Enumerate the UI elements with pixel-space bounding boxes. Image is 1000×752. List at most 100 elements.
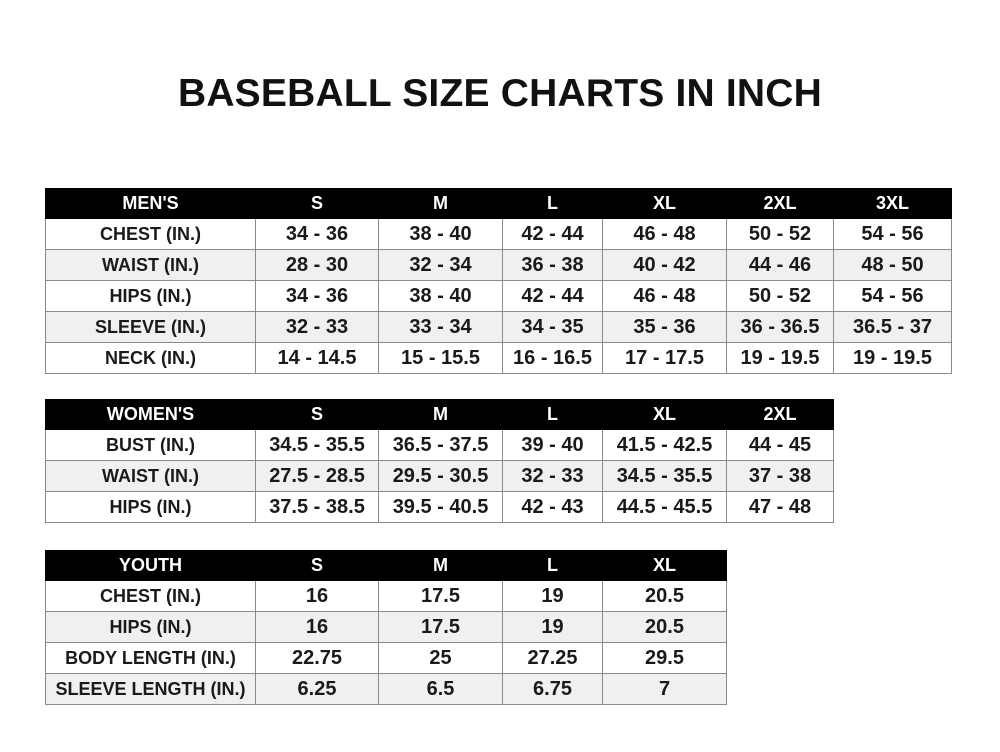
size-value-cell: 22.75 (255, 642, 379, 674)
size-value-cell: 38 - 40 (378, 218, 503, 250)
size-value-cell: 46 - 48 (602, 218, 727, 250)
size-header: 3XL (833, 188, 952, 219)
header-row: YOUTH S M L XL (45, 550, 727, 581)
size-value-cell: 34 - 36 (255, 280, 379, 312)
size-value-cell: 29.5 (602, 642, 727, 674)
size-value-cell: 54 - 56 (833, 218, 952, 250)
size-header: M (378, 399, 503, 430)
size-value-cell: 36.5 - 37.5 (378, 429, 503, 461)
size-value-cell: 19 (502, 611, 603, 643)
size-value-cell: 34.5 - 35.5 (602, 460, 727, 492)
table-row: HIPS (IN.) 37.5 - 38.5 39.5 - 40.5 42 - 43 4… (45, 491, 834, 523)
table-row: WAIST (IN.) 27.5 - 28.5 29.5 - 30.5 32 - 33… (45, 460, 834, 492)
measurement-label: CHEST (IN.) (45, 218, 256, 250)
size-value-cell: 36.5 - 37 (833, 311, 952, 343)
size-value-cell: 36 - 38 (502, 249, 603, 281)
measurement-label: BODY LENGTH (IN.) (45, 642, 256, 674)
size-value-cell: 42 - 44 (502, 218, 603, 250)
table-row: NECK (IN.) 14 - 14.5 15 - 15.5 16 - 16.5 17 … (45, 342, 952, 374)
womens-size-table: WOMEN'S S M L XL 2XL BUST (IN.) 34.5 - 35.5 36.5… (45, 399, 834, 523)
size-value-cell: 16 - 16.5 (502, 342, 603, 374)
measurement-label: HIPS (IN.) (45, 280, 256, 312)
size-value-cell: 19 - 19.5 (833, 342, 952, 374)
table-row: SLEEVE (IN.) 32 - 33 33 - 34 34 - 35 35 - 36… (45, 311, 952, 343)
size-value-cell: 34 - 35 (502, 311, 603, 343)
measurement-label: HIPS (IN.) (45, 611, 256, 643)
size-value-cell: 20.5 (602, 611, 727, 643)
size-value-cell: 37 - 38 (726, 460, 834, 492)
size-value-cell: 34.5 - 35.5 (255, 429, 379, 461)
size-value-cell: 50 - 52 (726, 280, 834, 312)
category-header: MEN'S (45, 188, 256, 219)
table-row: SLEEVE LENGTH (IN.) 6.25 6.5 6.75 7 (45, 673, 727, 705)
measurement-label: SLEEVE LENGTH (IN.) (45, 673, 256, 705)
size-value-cell: 7 (602, 673, 727, 705)
measurement-label: SLEEVE (IN.) (45, 311, 256, 343)
size-header: XL (602, 399, 727, 430)
measurement-label: BUST (IN.) (45, 429, 256, 461)
size-value-cell: 32 - 33 (255, 311, 379, 343)
size-value-cell: 41.5 - 42.5 (602, 429, 727, 461)
size-header: M (378, 188, 503, 219)
size-value-cell: 38 - 40 (378, 280, 503, 312)
youth-size-table: YOUTH S M L XL CHEST (IN.) 16 17.5 19 20.5 HIPS (I… (45, 550, 727, 705)
category-header: YOUTH (45, 550, 256, 581)
size-value-cell: 6.75 (502, 673, 603, 705)
size-header: XL (602, 188, 727, 219)
size-value-cell: 42 - 43 (502, 491, 603, 523)
size-value-cell: 27.25 (502, 642, 603, 674)
size-value-cell: 27.5 - 28.5 (255, 460, 379, 492)
size-value-cell: 54 - 56 (833, 280, 952, 312)
table-row: CHEST (IN.) 34 - 36 38 - 40 42 - 44 46 - 48 5… (45, 218, 952, 250)
size-value-cell: 19 (502, 580, 603, 612)
size-value-cell: 6.5 (378, 673, 503, 705)
size-header: 2XL (726, 188, 834, 219)
size-value-cell: 44 - 45 (726, 429, 834, 461)
table-row: HIPS (IN.) 34 - 36 38 - 40 42 - 44 46 - 48 50… (45, 280, 952, 312)
size-value-cell: 28 - 30 (255, 249, 379, 281)
size-value-cell: 46 - 48 (602, 280, 727, 312)
size-header: M (378, 550, 503, 581)
size-value-cell: 39 - 40 (502, 429, 603, 461)
size-value-cell: 40 - 42 (602, 249, 727, 281)
size-header: S (255, 399, 379, 430)
measurement-label: HIPS (IN.) (45, 491, 256, 523)
size-value-cell: 39.5 - 40.5 (378, 491, 503, 523)
size-value-cell: 20.5 (602, 580, 727, 612)
size-value-cell: 32 - 33 (502, 460, 603, 492)
size-value-cell: 34 - 36 (255, 218, 379, 250)
size-header: XL (602, 550, 727, 581)
size-header: S (255, 550, 379, 581)
size-value-cell: 36 - 36.5 (726, 311, 834, 343)
size-header: 2XL (726, 399, 834, 430)
size-value-cell: 32 - 34 (378, 249, 503, 281)
measurement-label: CHEST (IN.) (45, 580, 256, 612)
size-header: L (502, 550, 603, 581)
header-row: WOMEN'S S M L XL 2XL (45, 399, 834, 430)
size-value-cell: 44 - 46 (726, 249, 834, 281)
size-value-cell: 6.25 (255, 673, 379, 705)
table-row: WAIST (IN.) 28 - 30 32 - 34 36 - 38 40 - 42 4… (45, 249, 952, 281)
measurement-label: WAIST (IN.) (45, 460, 256, 492)
size-value-cell: 16 (255, 580, 379, 612)
size-value-cell: 48 - 50 (833, 249, 952, 281)
size-value-cell: 42 - 44 (502, 280, 603, 312)
page-title: BASEBALL SIZE CHARTS IN INCH (177, 72, 823, 115)
size-value-cell: 19 - 19.5 (726, 342, 834, 374)
size-value-cell: 35 - 36 (602, 311, 727, 343)
size-header: L (502, 188, 603, 219)
size-value-cell: 29.5 - 30.5 (378, 460, 503, 492)
table-row: BUST (IN.) 34.5 - 35.5 36.5 - 37.5 39 - 40 4… (45, 429, 834, 461)
measurement-label: WAIST (IN.) (45, 249, 256, 281)
measurement-label: NECK (IN.) (45, 342, 256, 374)
mens-size-table: MEN'S S M L XL 2XL 3XL CHEST (IN.) 34 - 36 38 - 4… (45, 188, 952, 374)
size-value-cell: 14 - 14.5 (255, 342, 379, 374)
size-value-cell: 17.5 (378, 611, 503, 643)
size-value-cell: 37.5 - 38.5 (255, 491, 379, 523)
size-value-cell: 33 - 34 (378, 311, 503, 343)
table-row: CHEST (IN.) 16 17.5 19 20.5 (45, 580, 727, 612)
table-row: BODY LENGTH (IN.) 22.75 25 27.25 29.5 (45, 642, 727, 674)
size-header: L (502, 399, 603, 430)
header-row: MEN'S S M L XL 2XL 3XL (45, 188, 952, 219)
size-value-cell: 17 - 17.5 (602, 342, 727, 374)
